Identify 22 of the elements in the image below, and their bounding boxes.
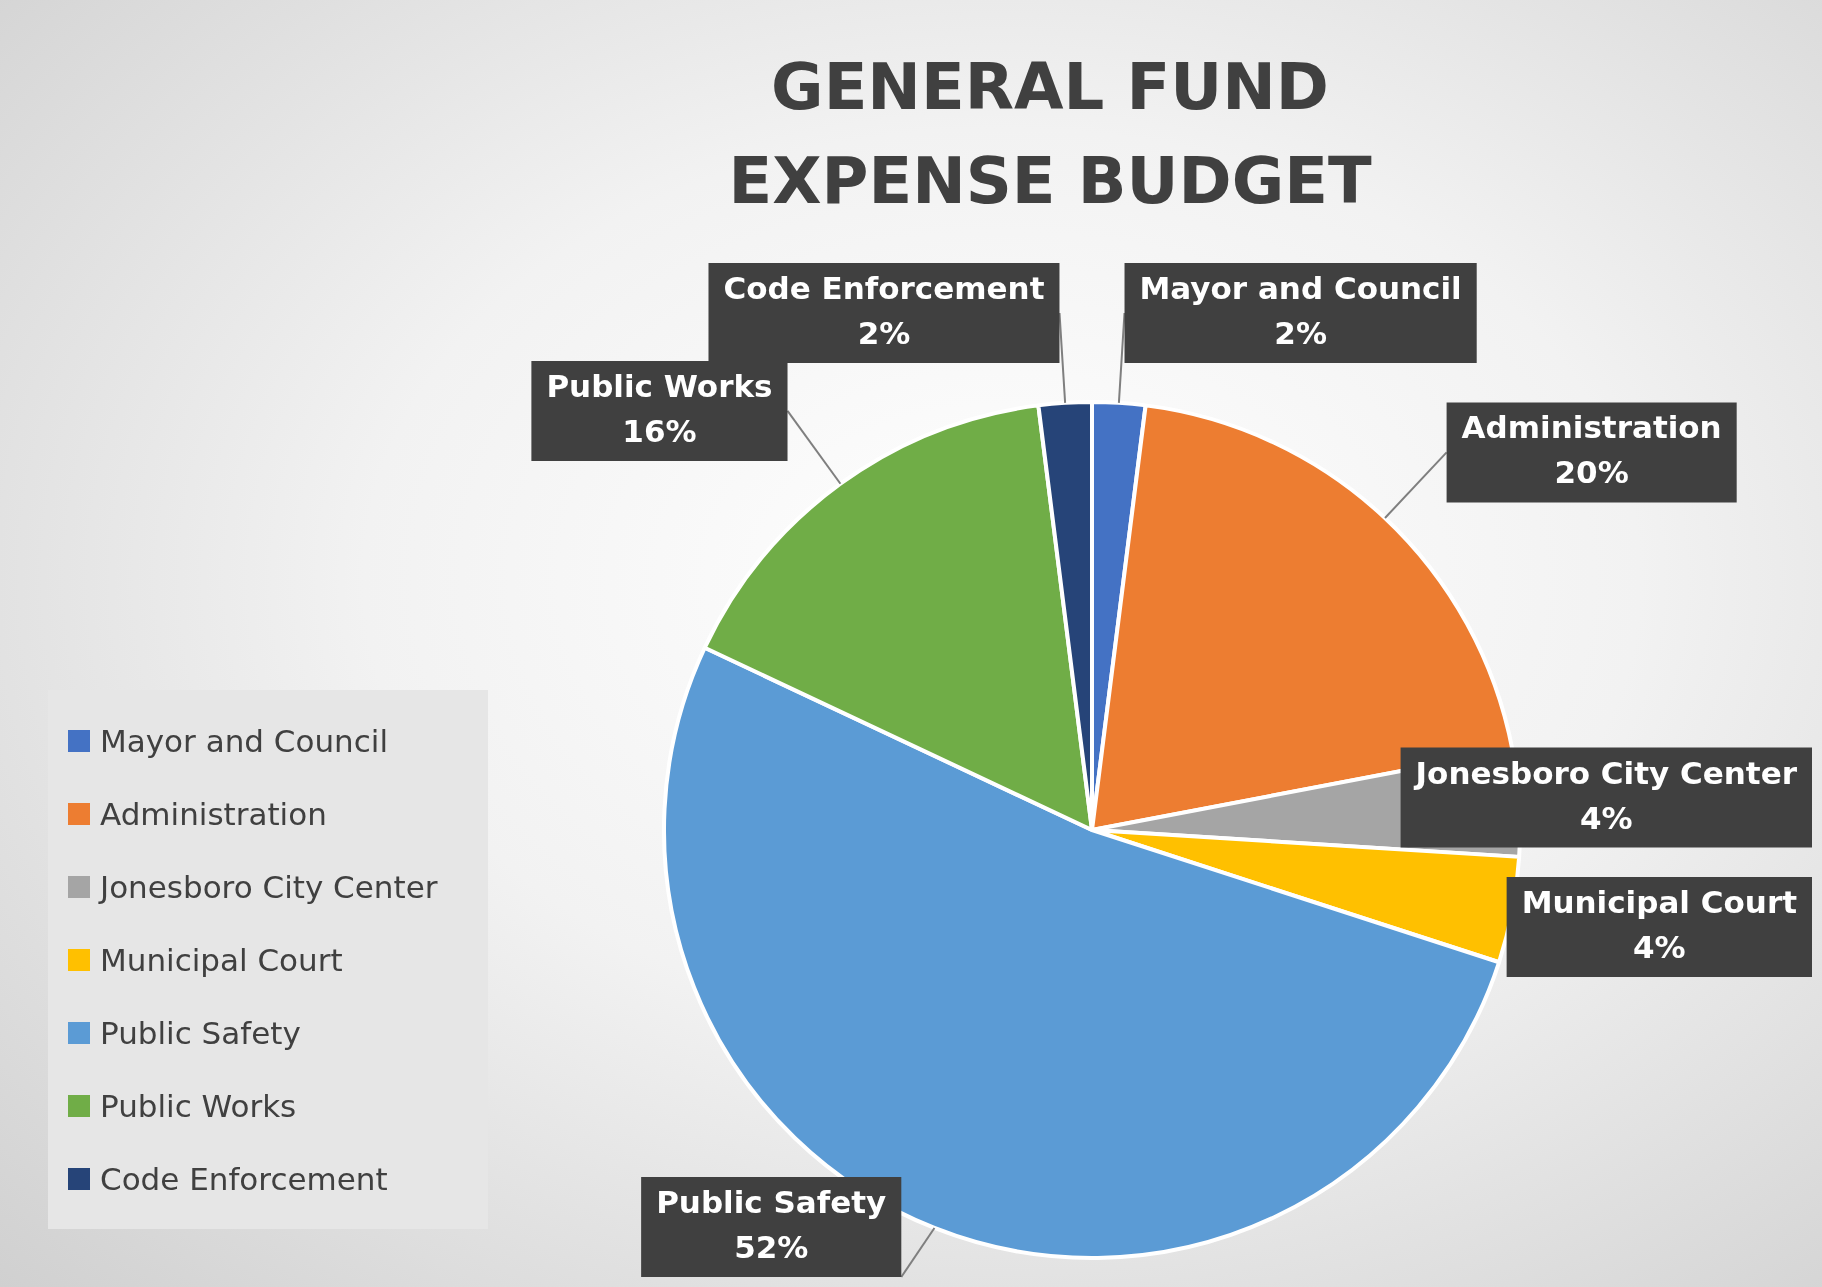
legend-label: Public Works <box>100 1087 297 1124</box>
slice-label: Administration <box>1461 409 1722 446</box>
data-label: 2% <box>1274 315 1327 352</box>
slice-label: Code Enforcement <box>723 270 1045 307</box>
data-label: 4% <box>1579 799 1633 836</box>
legend-label: Administration <box>100 795 327 832</box>
slice-label: Municipal Court <box>1521 884 1798 921</box>
slice-label: Public Safety <box>656 1184 887 1221</box>
legend-label: Municipal Court <box>100 941 343 978</box>
slice-label: Public Safety <box>100 1014 301 1051</box>
slice-label: Jonesboro City Center <box>1413 754 1798 791</box>
slice-label: Mayor and Council <box>1139 270 1462 307</box>
data-label: 2% <box>857 315 911 352</box>
legend-label: Mayor and Council <box>100 722 389 759</box>
data-label: 4% <box>1633 929 1686 966</box>
data-label: 52% <box>734 1229 809 1266</box>
legend-label: Jonesboro City Center <box>100 868 438 905</box>
data-label: 16% <box>622 412 697 449</box>
chart-title: GENERAL FUND EXPENSE BUDGET <box>727 49 1373 220</box>
data-label: 20% <box>1554 454 1629 491</box>
slice-label: Public Works <box>546 367 773 404</box>
legend-label: Code Enforcement <box>100 1160 388 1197</box>
